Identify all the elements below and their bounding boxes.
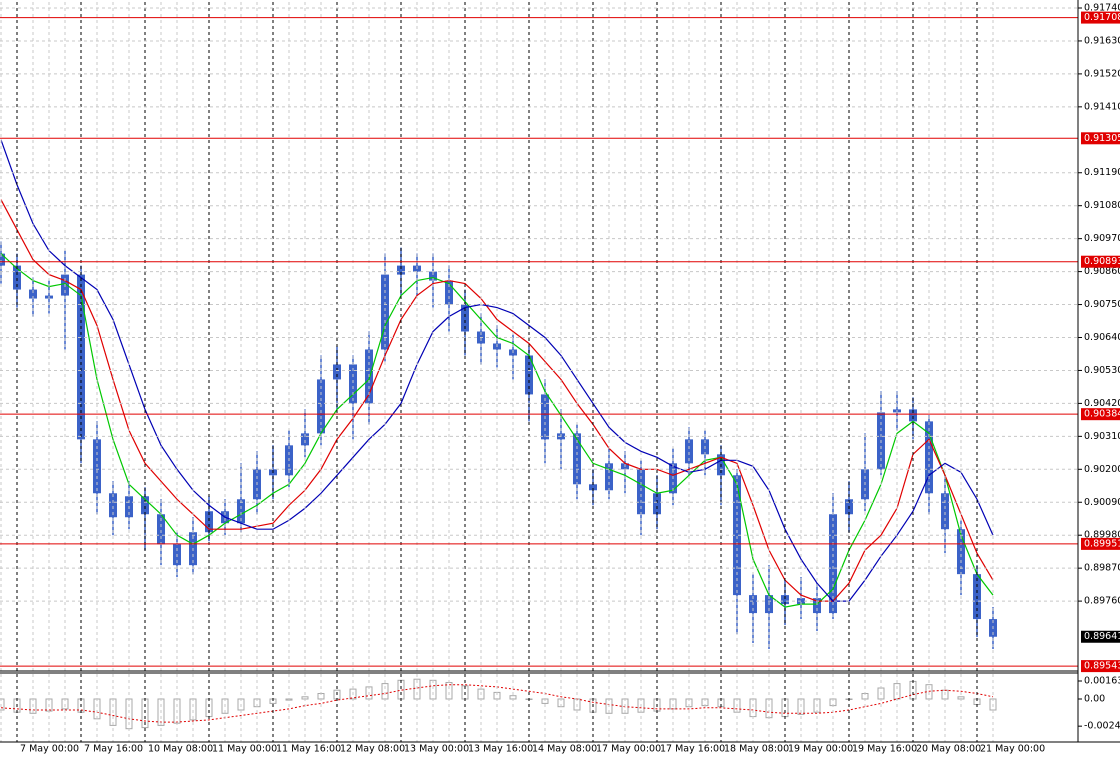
x-tick-label: 12 May 08:00 <box>340 744 405 755</box>
candle-body <box>333 364 341 380</box>
y-tick-label: 0.90530 <box>1084 365 1120 376</box>
candle-body <box>141 496 149 515</box>
candle-body <box>909 409 917 422</box>
moving-average-line <box>0 253 994 608</box>
level-label: 0.90893 <box>1084 256 1120 267</box>
y-tick-label: 0.91080 <box>1084 200 1120 211</box>
candle-body <box>829 514 837 614</box>
candle-body <box>157 514 165 545</box>
level-label: 0.91305 <box>1084 133 1120 144</box>
x-tick-label: 10 May 08:00 <box>148 744 213 755</box>
level-label: 0.91708 <box>1084 12 1120 23</box>
x-tick-label: 21 May 00:00 <box>980 744 1045 755</box>
y-tick-label: 0.91190 <box>1084 167 1120 178</box>
moving-average-line <box>0 199 994 602</box>
y-tick-label: 0.91740 <box>1084 2 1120 13</box>
candle-body <box>685 439 693 464</box>
moving-average-line <box>0 139 994 602</box>
x-tick-label: 7 May 16:00 <box>84 744 143 755</box>
y-tick-label: 0.90090 <box>1084 497 1120 508</box>
candle-body <box>429 271 437 281</box>
y-tick-label: 0.89870 <box>1084 563 1120 574</box>
candle-body <box>461 304 469 332</box>
x-tick-label: 7 May 00:00 <box>20 744 79 755</box>
x-tick-label: 11 May 00:00 <box>212 744 277 755</box>
macd-panel <box>0 678 997 730</box>
last-price-box <box>1081 630 1120 643</box>
x-tick-label: 13 May 00:00 <box>404 744 469 755</box>
level-label-box <box>1081 11 1120 24</box>
candle-body <box>653 493 661 515</box>
last-price-label: 0.89641 <box>1084 631 1120 642</box>
y-tick-label: 0.90970 <box>1084 233 1120 244</box>
candle-body <box>301 433 309 446</box>
level-label-box <box>1081 132 1120 145</box>
y-tick-label: 0.001636 <box>1084 676 1120 687</box>
x-tick-label: 19 May 00:00 <box>788 744 853 755</box>
level-label-box <box>1081 660 1120 673</box>
candle-body <box>13 265 21 290</box>
y-tick-label: 0.90750 <box>1084 299 1120 310</box>
x-tick-label: 14 May 08:00 <box>532 744 597 755</box>
candle-body <box>109 493 117 518</box>
level-label-box <box>1081 255 1120 268</box>
y-tick-label: 0.90640 <box>1084 332 1120 343</box>
y-tick-label: 0.91630 <box>1084 35 1120 46</box>
candle-body <box>381 274 389 350</box>
x-tick-label: 20 May 08:00 <box>916 744 981 755</box>
level-label-box <box>1081 537 1120 550</box>
y-tick-label: -0.00247 <box>1084 721 1120 732</box>
signal-line <box>0 684 994 723</box>
candle-body <box>205 511 213 533</box>
level-label: 0.89543 <box>1084 661 1120 672</box>
candle-body <box>589 484 597 491</box>
candle-body <box>813 598 821 614</box>
x-tick-label: 17 May 00:00 <box>596 744 661 755</box>
candle-body <box>397 265 405 275</box>
y-tick-label: 0.90310 <box>1084 431 1120 442</box>
level-label: 0.90384 <box>1084 409 1120 420</box>
candle-body <box>733 475 741 596</box>
y-tick-label: 0.90200 <box>1084 464 1120 475</box>
candle-body <box>957 529 965 575</box>
y-tick-label: 0.00 <box>1084 693 1105 704</box>
y-tick-label: 0.91410 <box>1084 101 1120 112</box>
candle-body <box>349 364 357 404</box>
x-tick-label: 11 May 16:00 <box>276 744 341 755</box>
candle-body <box>637 469 645 515</box>
candle-body <box>0 253 5 266</box>
x-tick-label: 17 May 16:00 <box>660 744 725 755</box>
y-tick-label: 0.90860 <box>1084 266 1120 277</box>
candle-body <box>941 493 949 530</box>
y-tick-label: 0.89760 <box>1084 596 1120 607</box>
candle-body <box>29 289 37 299</box>
candle-body <box>925 421 933 494</box>
level-label: 0.89951 <box>1084 538 1120 549</box>
level-label-box <box>1081 408 1120 421</box>
candle-body <box>237 499 245 524</box>
x-tick-label: 19 May 16:00 <box>852 744 917 755</box>
y-tick-label: 0.91520 <box>1084 68 1120 79</box>
y-tick-label: 0.89980 <box>1084 530 1120 541</box>
x-tick-label: 18 May 08:00 <box>724 744 789 755</box>
y-tick-label: 0.90420 <box>1084 398 1120 409</box>
candle-body <box>781 595 789 605</box>
x-tick-label: 13 May 16:00 <box>468 744 533 755</box>
